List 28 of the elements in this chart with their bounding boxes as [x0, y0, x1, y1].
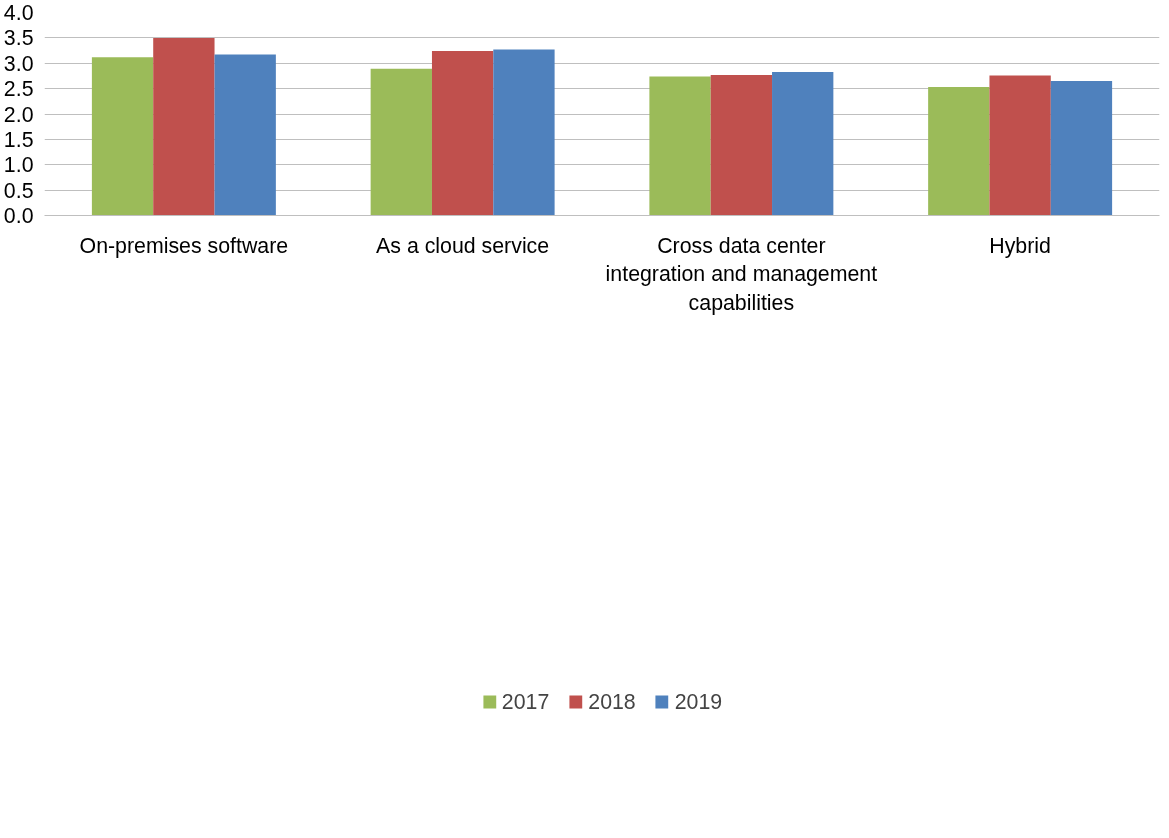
y-tick-label: 4.0 — [3, 1, 34, 25]
y-tick-label: 0.5 — [3, 178, 34, 203]
legend-label: 2019 — [674, 689, 723, 715]
bar — [1050, 81, 1113, 216]
bar — [91, 57, 154, 216]
x-tick-label: Hybrid — [989, 233, 1051, 258]
y-tick-label: 3.5 — [3, 26, 34, 51]
x-tick-label: As a cloud service — [376, 233, 550, 258]
bar — [153, 37, 215, 216]
legend-label: 2018 — [588, 689, 636, 715]
bar — [772, 71, 834, 216]
bar — [989, 75, 1051, 216]
bar — [928, 87, 990, 216]
bar — [649, 76, 711, 216]
y-tick-label: 1.0 — [3, 153, 34, 178]
bar — [214, 54, 276, 216]
x-tick-label: On-premises software — [79, 233, 289, 258]
y-tick-label: 3.0 — [3, 51, 34, 76]
y-tick-label: 1.5 — [3, 127, 34, 152]
y-tick-label: 2.0 — [3, 102, 34, 127]
y-tick-label: 0.0 — [3, 204, 34, 228]
bar — [710, 74, 773, 216]
bar — [370, 68, 432, 216]
legend-label: 2017 — [501, 689, 550, 715]
y-tick-label: 2.5 — [3, 77, 34, 102]
bar — [431, 51, 494, 216]
bar — [493, 49, 555, 216]
x-tick-label: Cross data center integration and management capabilities — [605, 233, 878, 316]
